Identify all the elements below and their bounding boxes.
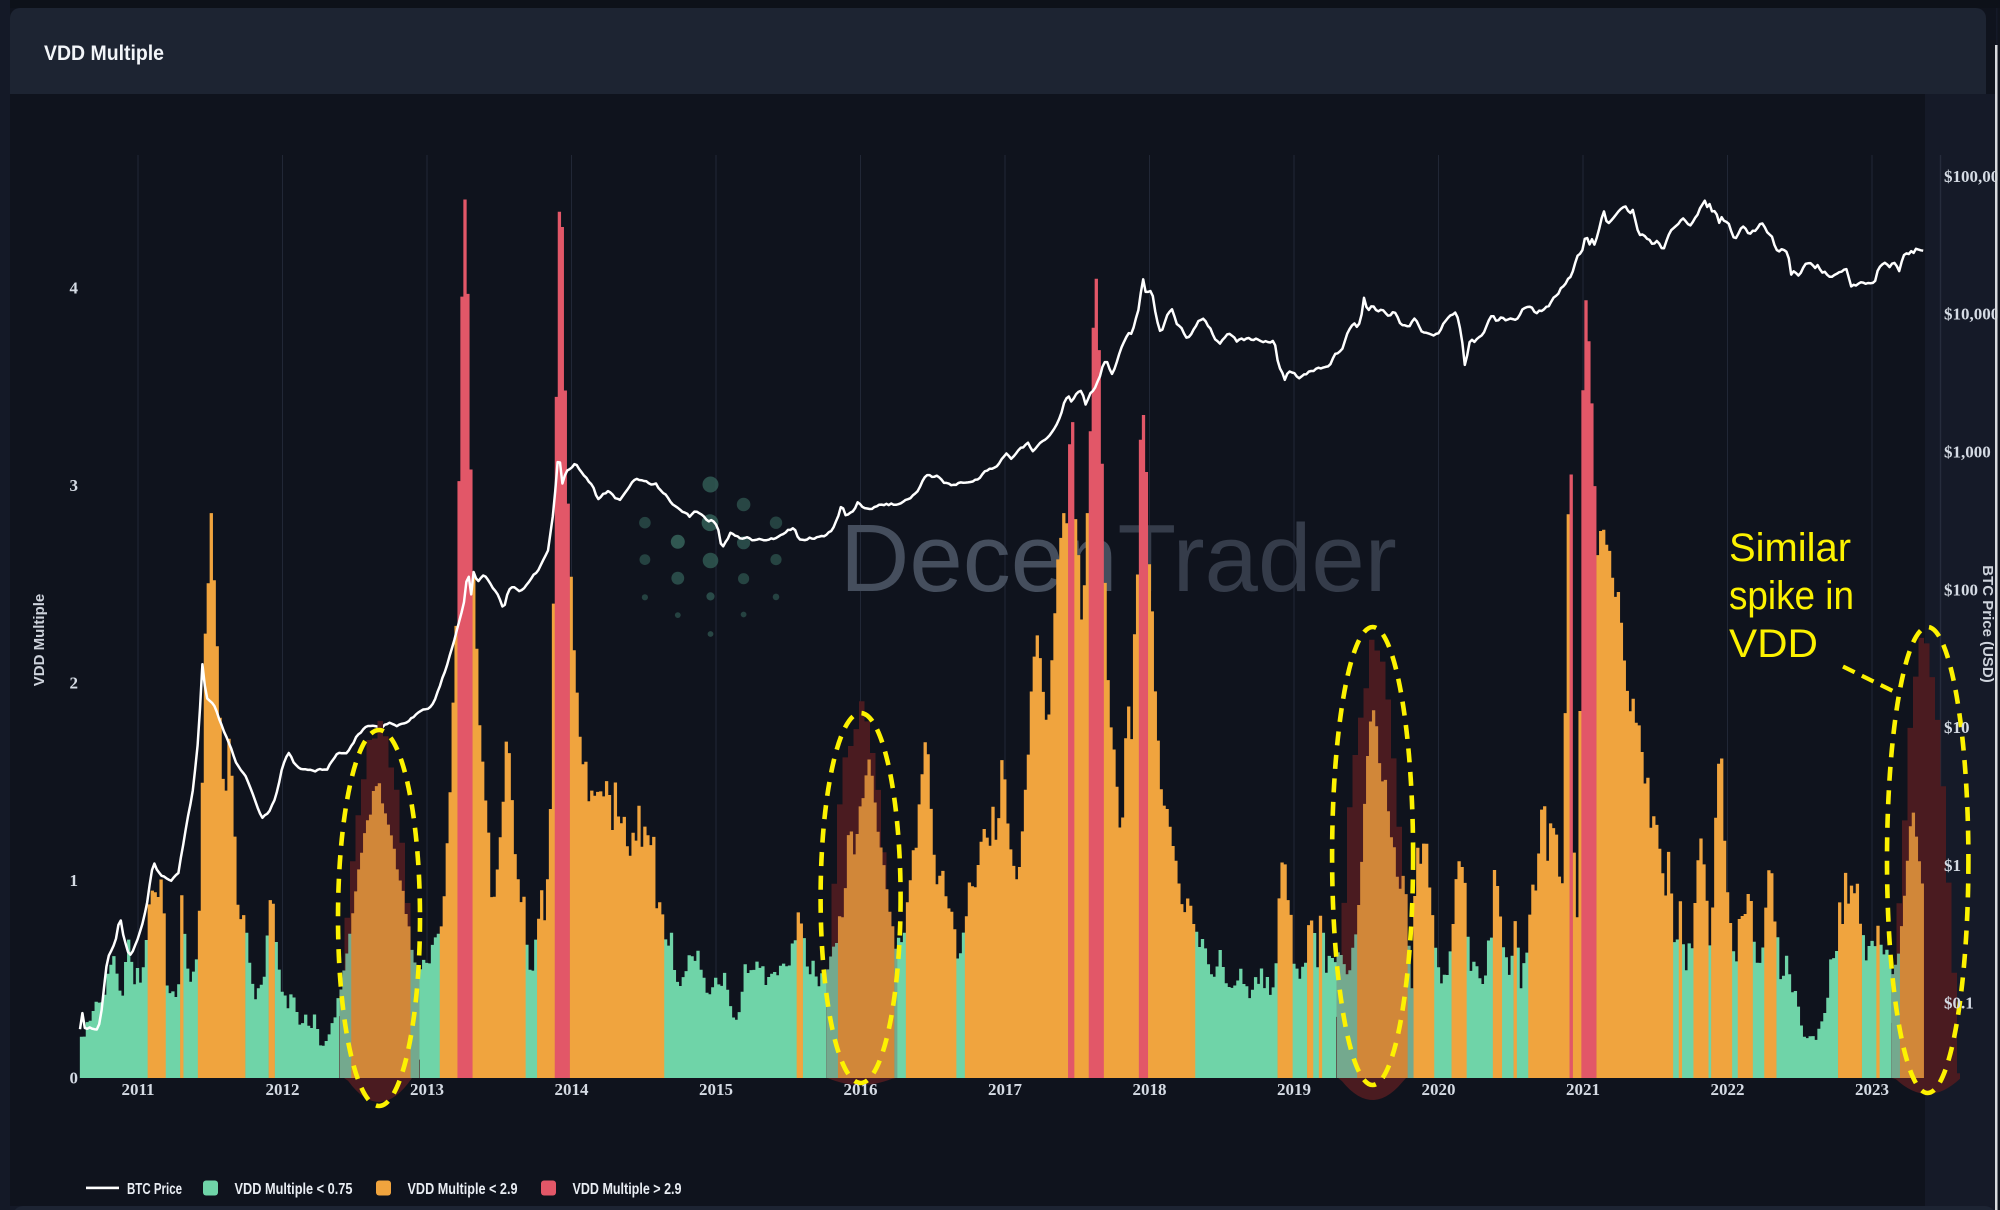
svg-text:$10,000: $10,000 xyxy=(1944,305,1999,324)
svg-text:Similar: Similar xyxy=(1729,526,1851,570)
svg-text:2: 2 xyxy=(70,674,79,693)
svg-text:3: 3 xyxy=(70,476,79,495)
svg-text:2014: 2014 xyxy=(555,1080,590,1099)
svg-text:2015: 2015 xyxy=(699,1080,733,1099)
svg-text:VDD Multiple: VDD Multiple xyxy=(31,594,48,687)
svg-text:0: 0 xyxy=(70,1069,79,1088)
svg-text:2017: 2017 xyxy=(988,1080,1023,1099)
svg-text:1: 1 xyxy=(70,871,79,890)
svg-text:VDD Multiple > 2.9: VDD Multiple > 2.9 xyxy=(573,1181,682,1198)
svg-text:$100,000: $100,000 xyxy=(1944,167,2000,186)
svg-text:DecenTrader: DecenTrader xyxy=(840,505,1397,612)
svg-text:VDD Multiple: VDD Multiple xyxy=(44,42,164,65)
svg-text:VDD: VDD xyxy=(1729,622,1818,666)
svg-text:2023: 2023 xyxy=(1855,1080,1889,1099)
svg-text:BTC Price (USD): BTC Price (USD) xyxy=(1979,565,1996,683)
svg-text:spike in: spike in xyxy=(1729,574,1854,618)
svg-text:$1: $1 xyxy=(1944,856,1961,875)
svg-text:$0.1: $0.1 xyxy=(1944,994,1974,1013)
svg-text:$100: $100 xyxy=(1944,580,1978,599)
svg-text:VDD Multiple < 0.75: VDD Multiple < 0.75 xyxy=(235,1181,353,1198)
svg-text:VDD Multiple < 2.9: VDD Multiple < 2.9 xyxy=(408,1181,518,1198)
svg-text:$1,000: $1,000 xyxy=(1944,443,1991,462)
svg-text:2020: 2020 xyxy=(1422,1080,1456,1099)
svg-text:2013: 2013 xyxy=(410,1080,444,1099)
svg-text:2018: 2018 xyxy=(1133,1080,1167,1099)
svg-text:2012: 2012 xyxy=(266,1080,300,1099)
svg-text:BTC Price: BTC Price xyxy=(127,1181,182,1198)
svg-text:2011: 2011 xyxy=(121,1080,154,1099)
svg-text:2019: 2019 xyxy=(1277,1080,1311,1099)
svg-text:2021: 2021 xyxy=(1566,1080,1600,1099)
svg-text:4: 4 xyxy=(70,279,79,298)
svg-text:2022: 2022 xyxy=(1711,1080,1745,1099)
svg-text:$10: $10 xyxy=(1944,718,1970,737)
svg-text:2016: 2016 xyxy=(844,1080,878,1099)
